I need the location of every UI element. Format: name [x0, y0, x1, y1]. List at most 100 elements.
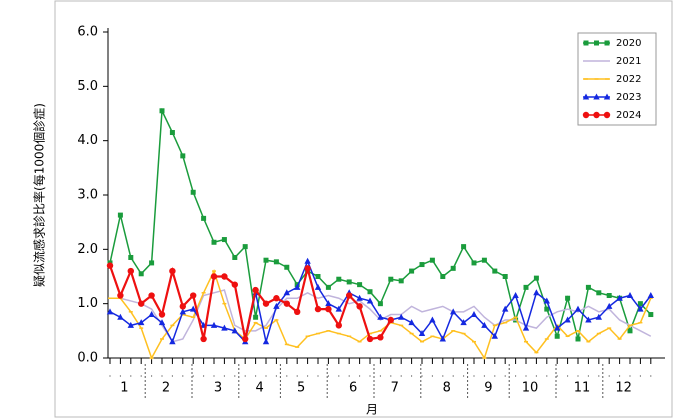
point [304, 265, 311, 272]
point [158, 311, 166, 318]
chart-frame [54, 0, 673, 418]
point [356, 303, 363, 310]
point [210, 321, 218, 328]
point [387, 316, 394, 324]
week-dot [213, 375, 215, 377]
point [138, 319, 145, 326]
point [273, 302, 280, 309]
point [523, 284, 529, 290]
week-dot [369, 375, 371, 377]
x-tick-label: 3 [214, 381, 222, 396]
point [106, 262, 114, 269]
x-tick-label: 11 [574, 381, 591, 396]
point [294, 283, 301, 290]
week-dot [379, 375, 381, 377]
week-dot [525, 375, 527, 377]
point [273, 259, 279, 265]
point [522, 324, 530, 331]
point [335, 305, 342, 312]
point [242, 244, 248, 250]
point [149, 260, 155, 266]
legend-marker [604, 40, 610, 46]
point [440, 274, 446, 279]
legend-label: 2021 [616, 56, 641, 67]
y-tick-label: 0.0 [77, 351, 98, 366]
point [211, 239, 217, 245]
point [606, 293, 612, 299]
week-dot [109, 375, 111, 377]
week-dot [244, 375, 246, 377]
point [148, 292, 155, 299]
point [304, 257, 311, 264]
week-dot [650, 375, 652, 377]
point [595, 313, 602, 320]
week-dot [504, 375, 506, 377]
point [159, 108, 165, 114]
week-dot [639, 375, 642, 377]
point [200, 335, 207, 343]
x-tick-label: 12 [615, 381, 632, 396]
point [377, 301, 383, 307]
point [117, 212, 123, 218]
x-tick-label: 6 [349, 381, 357, 396]
week-dot [400, 375, 402, 377]
point [388, 276, 394, 282]
point [221, 237, 227, 243]
week-dot [161, 375, 163, 377]
point [242, 335, 249, 343]
point [377, 334, 384, 341]
point [283, 289, 290, 296]
week-dot [338, 375, 340, 377]
x-tick-label: 8 [443, 381, 451, 396]
point [262, 300, 270, 307]
point [283, 300, 290, 307]
point [128, 254, 134, 260]
series [107, 107, 654, 342]
y-tick-label: 3.0 [77, 188, 98, 203]
point [179, 308, 186, 315]
point [325, 284, 331, 290]
week-dot [577, 375, 579, 377]
point [626, 292, 634, 299]
week-dot [265, 375, 267, 377]
point [502, 305, 509, 312]
point [471, 260, 477, 266]
point [502, 274, 508, 279]
legend-marker [593, 111, 600, 119]
point [117, 313, 124, 320]
point [315, 274, 321, 279]
point [647, 292, 654, 299]
point [564, 316, 571, 323]
point [596, 290, 602, 296]
week-dot [587, 375, 590, 377]
point [169, 267, 176, 275]
point [356, 294, 363, 301]
point [263, 257, 269, 263]
week-dot [348, 375, 350, 377]
week-dot [255, 375, 257, 377]
point [367, 289, 373, 295]
point [366, 335, 374, 343]
point [336, 276, 342, 282]
week-dot [286, 375, 288, 377]
week-dot [442, 375, 444, 377]
point [418, 330, 426, 337]
week-dot [390, 375, 392, 377]
point [179, 303, 186, 310]
point [314, 283, 322, 290]
point [252, 286, 259, 294]
week-dot [182, 375, 184, 377]
point [398, 278, 404, 284]
y-tick-label: 4.0 [77, 133, 98, 148]
legend-label: 2020 [616, 38, 641, 49]
point [606, 302, 613, 309]
week-dot [327, 375, 329, 377]
x-tick-label: 4 [255, 381, 263, 396]
point [543, 297, 550, 304]
point [335, 322, 342, 329]
point [574, 305, 582, 312]
week-dot [567, 375, 569, 377]
point [533, 289, 540, 296]
week-dot [151, 375, 153, 377]
